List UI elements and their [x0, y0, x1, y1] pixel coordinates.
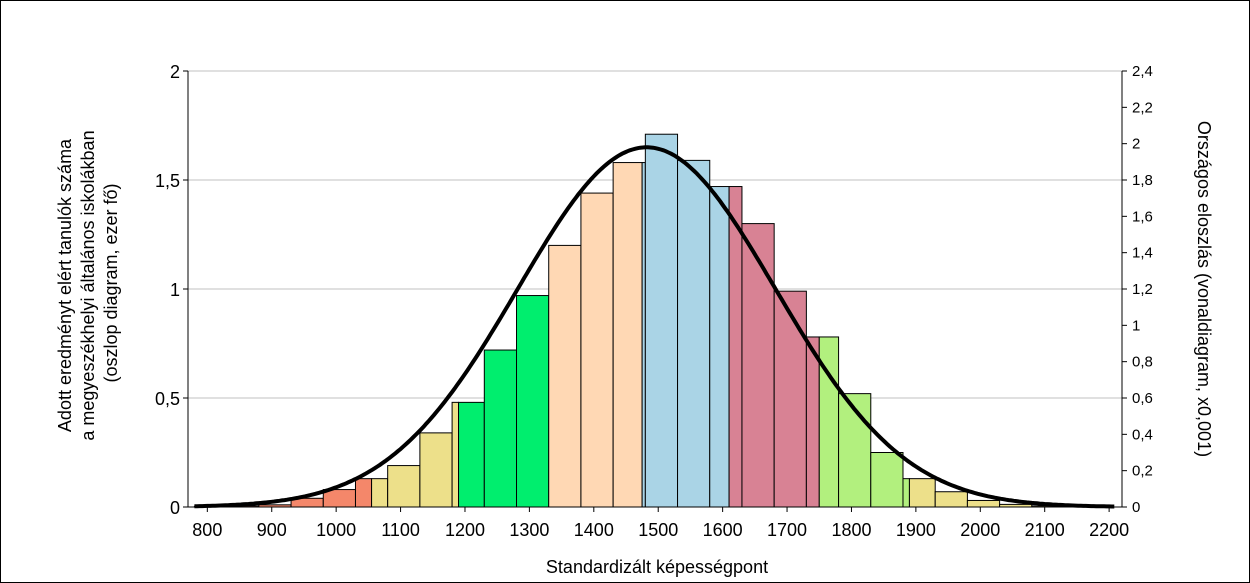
x-tick-label: 2200: [1089, 520, 1129, 540]
y2-tick-label: 1,4: [1132, 245, 1153, 262]
x-tick-label: 1000: [316, 520, 356, 540]
national-distribution-curve: [194, 145, 1115, 509]
x-tick-label: 800: [192, 520, 222, 540]
y2-tick-label: 0,2: [1132, 463, 1153, 480]
x-tick-label: 1500: [638, 520, 678, 540]
y2-tick-label: 0,4: [1132, 426, 1153, 443]
histogram-bar: [677, 159, 711, 508]
y2-tick-label: 1,6: [1132, 208, 1153, 225]
histogram-bar: [354, 478, 373, 508]
histogram-bar: [870, 452, 904, 508]
y-tick-label: 1: [170, 280, 180, 300]
x-tick-label: 1300: [509, 520, 549, 540]
histogram-bar: [580, 192, 614, 508]
histogram-bar: [371, 478, 389, 508]
histogram-bar: [387, 465, 421, 508]
y2-tick-label: 1,8: [1132, 172, 1153, 189]
x-tick-labels: 800 900 1000 1100 1200 1300 1400 1500 1600 1700 18…: [192, 520, 1129, 540]
histogram-bar: [908, 478, 936, 508]
histogram-bar: [709, 186, 730, 508]
x-tick-label: 2000: [960, 520, 1000, 540]
histogram-bar: [838, 393, 872, 508]
y2-tick-label: 2: [1132, 136, 1140, 153]
histogram-bar: [902, 478, 910, 508]
histogram-bars: [193, 133, 1097, 508]
y2-axis-title: Országos eloszlás (vonaldiagram, x0,001): [1194, 121, 1214, 457]
histogram-bar: [516, 295, 550, 508]
y2-tick-label: 2,2: [1132, 99, 1153, 116]
y-axis-title: Adott eredményt elért tanulók száma a me…: [55, 125, 121, 440]
histogram-bar: [728, 186, 743, 508]
histogram-bar: [966, 499, 1001, 508]
histogram-bar: [458, 401, 485, 508]
y2-tick-label: 0: [1132, 499, 1140, 516]
y-tick-label: 2: [170, 62, 180, 82]
histogram-bar: [773, 290, 807, 508]
y-tick-label: 1,5: [155, 171, 180, 191]
histogram-bar: [741, 223, 775, 508]
x-tick-label: 1700: [767, 520, 807, 540]
histogram-bar: [451, 401, 460, 508]
x-tick-label: 1900: [896, 520, 936, 540]
y2-tick-label: 2,4: [1132, 63, 1153, 80]
y2-tick-label: 0,8: [1132, 354, 1153, 371]
histogram-bar: [612, 162, 643, 508]
histogram-bar: [644, 133, 679, 508]
y2-tick-label: 1: [1132, 317, 1140, 334]
histogram-bar: [548, 244, 582, 508]
x-tick-label: 1600: [703, 520, 743, 540]
histogram-bar: [934, 491, 968, 508]
x-tick-label: 1400: [574, 520, 614, 540]
x-tick-label: 2100: [1025, 520, 1065, 540]
histogram-bar: [419, 432, 453, 508]
y2-tick-label: 0,6: [1132, 390, 1153, 407]
x-axis-title: Standardizált képességpont: [546, 557, 768, 577]
y-axis-title-line-1: Adott eredményt elért tanulók száma: [55, 138, 75, 432]
x-tick-label: 1100: [381, 520, 420, 540]
y-axis-title-line-2: a megyeszékhelyi általános iskolákban: [78, 130, 98, 440]
histogram-bar: [805, 336, 820, 508]
y-axis-title-line-3: (oszlop diagram, ezer fő): [101, 183, 121, 382]
y-tick-labels: 0 0,5 1 1,5 2: [155, 62, 180, 518]
x-tick-label: 900: [257, 520, 287, 540]
y2-tick-label: 1,2: [1132, 281, 1153, 298]
y-tick-label: 0: [170, 498, 180, 518]
axes: [183, 70, 1127, 512]
x-tick-label: 1200: [445, 520, 485, 540]
y-tick-label: 0,5: [155, 389, 180, 409]
histogram-bar: [483, 349, 518, 508]
y2-tick-labels: 0 0,2 0,4 0,6 0,8 1 1,2 1,4 1,6 1,8 2 2,2 2,4: [1132, 63, 1153, 516]
x-tick-label: 1800: [831, 520, 871, 540]
